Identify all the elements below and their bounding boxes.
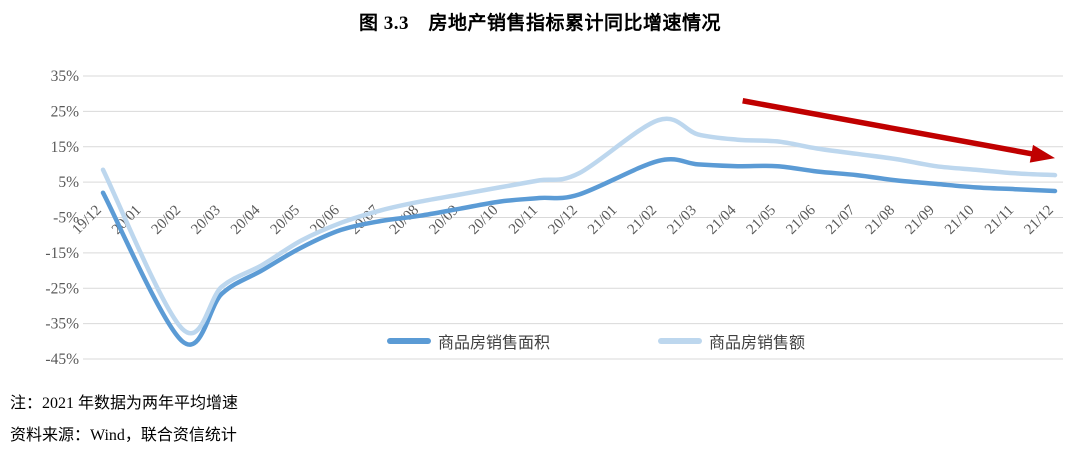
svg-text:21/06: 21/06 xyxy=(783,202,819,238)
svg-text:20/12: 20/12 xyxy=(545,202,580,237)
line-chart: 35%25%15%5%-5%-15%-25%-35%-45%19/12 20/01… xyxy=(45,68,1063,368)
chart-title: 图 3.3 房地产销售指标累计同比增速情况 xyxy=(358,13,721,34)
svg-text:-15%: -15% xyxy=(45,245,79,262)
svg-text:21/07: 21/07 xyxy=(823,202,859,238)
svg-text:21/08: 21/08 xyxy=(863,202,898,237)
svg-text:20/03: 20/03 xyxy=(188,202,223,237)
svg-text:21/09: 21/09 xyxy=(902,202,937,237)
svg-text:15%: 15% xyxy=(51,139,80,156)
legend-swatch-sales-amount xyxy=(658,338,702,344)
svg-text:20/04: 20/04 xyxy=(228,202,264,238)
svg-text:-45%: -45% xyxy=(45,351,79,368)
svg-text:21/12: 21/12 xyxy=(1021,202,1056,237)
svg-text:-35%: -35% xyxy=(45,316,79,333)
source-note: 资料来源：Wind，联合资信统计 xyxy=(10,427,237,444)
svg-text:5%: 5% xyxy=(58,174,79,191)
legend-item-sales-area: 商品房销售面积 xyxy=(386,329,550,353)
svg-text:21/01: 21/01 xyxy=(585,202,620,237)
chart-legend: 商品房销售面积 商品房销售额 xyxy=(0,329,1080,353)
svg-text:21/05: 21/05 xyxy=(744,202,779,237)
legend-label-sales-amount: 商品房销售额 xyxy=(709,335,806,352)
svg-text:20/11: 20/11 xyxy=(506,202,541,237)
svg-text:21/02: 21/02 xyxy=(625,202,660,237)
legend-label-sales-area: 商品房销售面积 xyxy=(437,335,550,352)
svg-text:20/02: 20/02 xyxy=(149,202,184,237)
svg-text:35%: 35% xyxy=(51,68,80,85)
svg-text:21/04: 21/04 xyxy=(704,202,740,238)
svg-text:-5%: -5% xyxy=(53,210,79,227)
svg-text:-25%: -25% xyxy=(45,280,79,297)
svg-text:21/03: 21/03 xyxy=(664,202,699,237)
svg-text:21/10: 21/10 xyxy=(942,202,977,237)
footnote: 注：2021 年数据为两年平均增速 xyxy=(10,395,239,412)
legend-item-sales-amount: 商品房销售额 xyxy=(658,329,805,353)
svg-text:21/11: 21/11 xyxy=(982,202,1017,237)
svg-text:19/12: 19/12 xyxy=(69,202,104,237)
svg-text:20/05: 20/05 xyxy=(268,202,303,237)
svg-text:25%: 25% xyxy=(51,103,80,120)
legend-swatch-sales-area xyxy=(386,338,431,344)
